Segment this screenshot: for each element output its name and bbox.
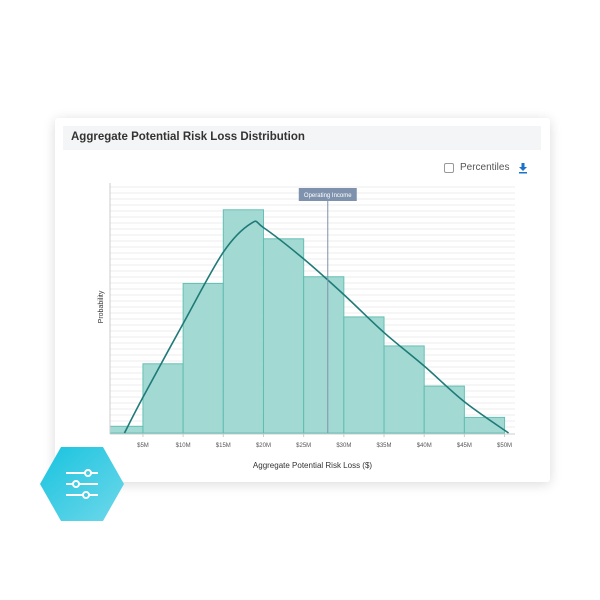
card-header: Aggregate Potential Risk Loss Distributi…: [63, 126, 541, 150]
percentiles-toggle[interactable]: Percentiles: [444, 162, 509, 173]
sliders-icon: [66, 469, 98, 499]
x-tick-label: $40M: [417, 443, 432, 449]
histogram-bar: [383, 345, 425, 434]
x-tick-label: $30M: [336, 443, 351, 449]
histogram-bar: [343, 316, 385, 434]
x-tick-label: $35M: [377, 443, 392, 449]
x-tick-label: $45M: [457, 443, 472, 449]
x-axis-label: Aggregate Potential Risk Loss ($): [253, 461, 373, 470]
histogram-bar: [303, 276, 345, 434]
settings-badge[interactable]: [40, 447, 124, 521]
x-tick-label: $10M: [176, 443, 191, 449]
histogram-bar: [222, 209, 264, 434]
percentiles-label: Percentiles: [460, 162, 510, 173]
histogram-bar: [423, 385, 465, 434]
density-curve: [123, 220, 510, 434]
operating-income-label-bg: [298, 188, 357, 201]
x-tick-label: $15M: [216, 443, 231, 449]
histogram-bar: [142, 363, 184, 434]
card-title: Aggregate Potential Risk Loss Distributi…: [71, 131, 305, 143]
x-tick-label: $25M: [296, 443, 311, 449]
x-tick-label: $20M: [256, 443, 271, 449]
operating-income-label: Operating Income: [304, 193, 352, 199]
download-icon[interactable]: [518, 162, 528, 174]
percentiles-checkbox[interactable]: [444, 162, 454, 173]
y-axis-label: Probability: [98, 290, 105, 323]
histogram-bar: [262, 238, 305, 434]
x-tick-label: $50M: [497, 443, 512, 449]
x-tick-label: $5M: [137, 443, 149, 449]
histogram-bar: [182, 282, 224, 434]
